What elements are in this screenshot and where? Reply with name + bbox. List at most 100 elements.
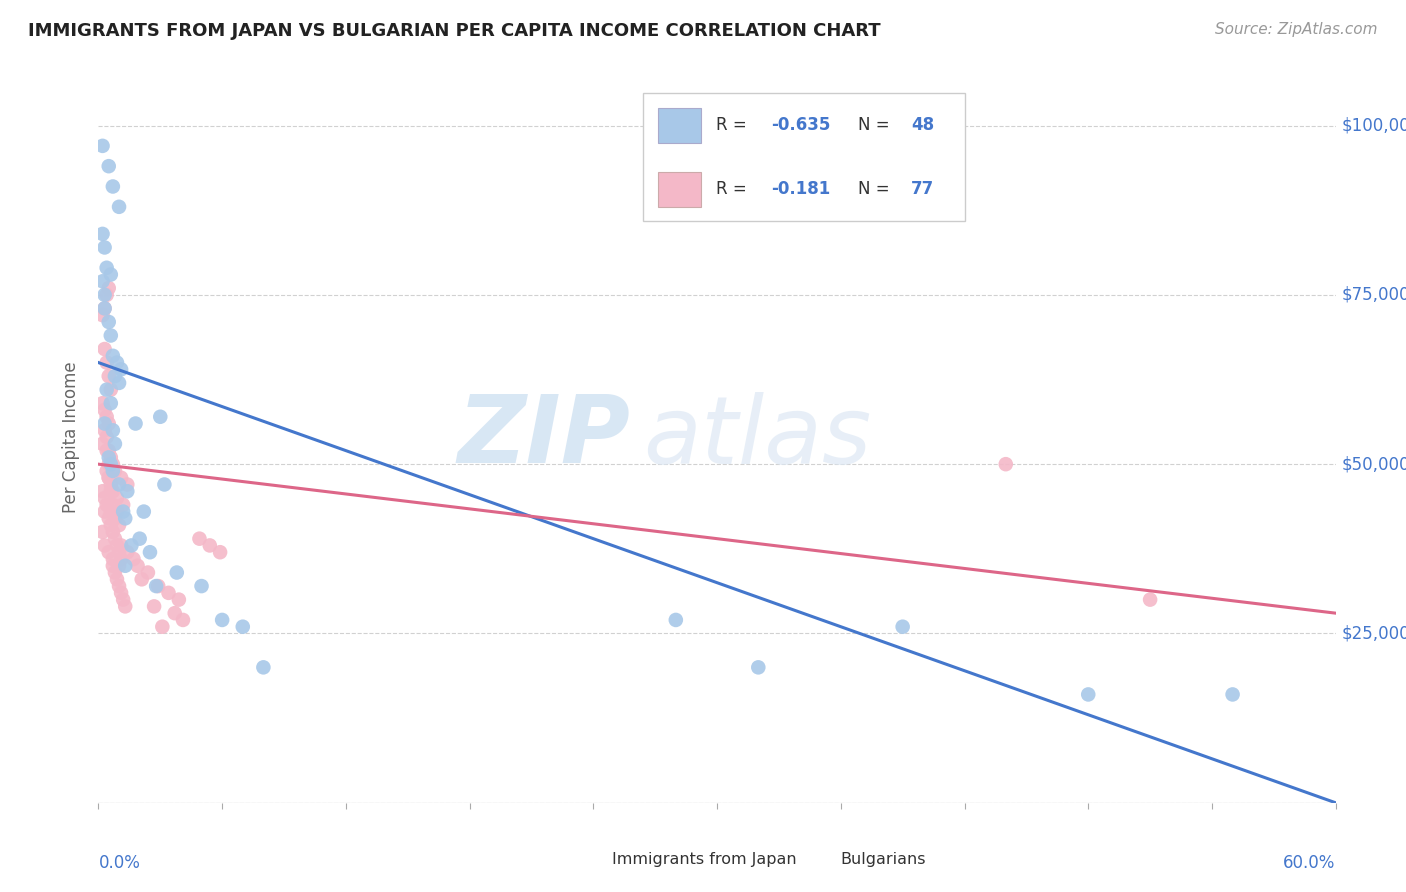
Point [93, 301, 115, 316]
Point [108, 518, 131, 533]
Text: N =: N = [858, 180, 896, 198]
Point [97, 450, 120, 465]
Point [93, 342, 115, 356]
Point [211, 613, 233, 627]
Point [112, 505, 135, 519]
Point [104, 437, 127, 451]
Point [101, 484, 124, 499]
Point [104, 532, 127, 546]
Point [163, 606, 186, 620]
Text: ZIP: ZIP [457, 391, 630, 483]
Point [114, 599, 136, 614]
Point [100, 383, 122, 397]
Text: R =: R = [716, 180, 756, 198]
Text: Source: ZipAtlas.com: Source: ZipAtlas.com [1215, 22, 1378, 37]
Text: atlas: atlas [643, 392, 872, 483]
Point [105, 538, 128, 552]
Point [150, 620, 173, 634]
Point [166, 566, 188, 580]
Point [100, 477, 122, 491]
Point [100, 484, 122, 499]
Point [93, 417, 115, 431]
Y-axis label: Per Capita Income: Per Capita Income [62, 361, 80, 513]
Point [120, 538, 142, 552]
Point [127, 558, 149, 573]
Point [105, 355, 128, 369]
Point [97, 159, 120, 173]
Point [96, 288, 118, 302]
Point [148, 579, 170, 593]
FancyBboxPatch shape [568, 847, 599, 872]
FancyBboxPatch shape [643, 94, 965, 221]
Text: 77: 77 [911, 180, 935, 198]
Point [1139, 592, 1161, 607]
Point [143, 599, 166, 614]
Point [96, 443, 118, 458]
Text: $50,000: $50,000 [1341, 455, 1406, 473]
Point [93, 288, 115, 302]
Point [110, 362, 132, 376]
Point [131, 572, 153, 586]
Point [97, 443, 120, 458]
Point [93, 423, 115, 437]
Point [96, 355, 118, 369]
Point [105, 572, 128, 586]
Point [100, 518, 122, 533]
Point [105, 505, 128, 519]
Point [108, 376, 131, 390]
Point [108, 200, 131, 214]
Point [93, 240, 115, 254]
Point [128, 532, 150, 546]
Point [91, 274, 114, 288]
Point [93, 491, 115, 505]
Point [112, 498, 135, 512]
Point [91, 308, 114, 322]
Point [117, 484, 139, 499]
Text: $75,000: $75,000 [1341, 285, 1406, 304]
Point [104, 566, 127, 580]
Point [100, 457, 122, 471]
Point [97, 457, 120, 471]
Text: $25,000: $25,000 [1341, 624, 1406, 642]
Point [188, 532, 211, 546]
Point [104, 369, 127, 384]
Point [108, 477, 131, 491]
Point [114, 558, 136, 573]
Point [1222, 688, 1244, 702]
Point [97, 369, 120, 384]
Point [124, 417, 146, 431]
Point [110, 552, 132, 566]
Point [117, 477, 139, 491]
Point [91, 484, 114, 499]
Point [100, 450, 122, 465]
Point [93, 538, 115, 552]
Point [101, 558, 124, 573]
Point [93, 403, 115, 417]
Point [110, 586, 132, 600]
Point [232, 620, 254, 634]
Text: -0.635: -0.635 [772, 116, 831, 135]
Point [96, 260, 118, 275]
Point [122, 552, 145, 566]
Point [91, 524, 114, 539]
Text: -0.181: -0.181 [772, 180, 831, 198]
Text: N =: N = [858, 116, 896, 135]
Point [97, 545, 120, 559]
Point [157, 586, 180, 600]
Point [110, 538, 132, 552]
Point [96, 430, 118, 444]
Point [100, 268, 122, 282]
Point [114, 511, 136, 525]
Point [101, 349, 124, 363]
Point [101, 464, 124, 478]
Point [96, 383, 118, 397]
Point [145, 579, 167, 593]
Text: Immigrants from Japan: Immigrants from Japan [612, 852, 797, 867]
Point [91, 396, 114, 410]
Point [97, 315, 120, 329]
Text: 60.0%: 60.0% [1284, 854, 1336, 872]
Point [108, 558, 131, 573]
Point [100, 396, 122, 410]
Point [96, 464, 118, 478]
Point [117, 545, 139, 559]
